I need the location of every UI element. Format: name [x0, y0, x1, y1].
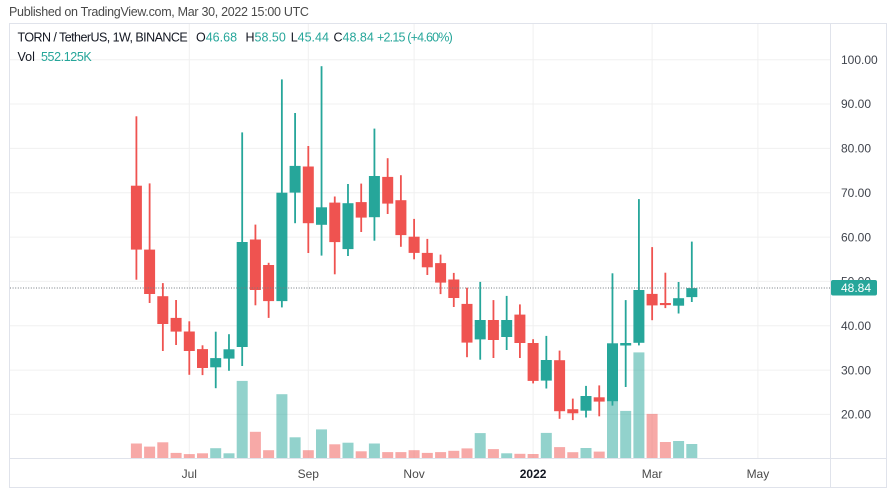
svg-text:48.84: 48.84	[841, 281, 871, 295]
svg-text:Published on TradingView.com,: Published on TradingView.com, Mar 30, 20…	[9, 5, 309, 19]
svg-text:70.00: 70.00	[841, 186, 871, 200]
svg-text:H58.50: H58.50	[246, 31, 286, 45]
svg-text:Mar: Mar	[642, 467, 663, 481]
svg-text:C48.84: C48.84	[334, 31, 374, 45]
svg-text:Vol: Vol	[18, 50, 35, 64]
svg-text:+2.15 (+4.60%): +2.15 (+4.60%)	[377, 31, 453, 45]
svg-text:80.00: 80.00	[841, 142, 871, 156]
svg-text:Nov: Nov	[403, 467, 424, 481]
svg-text:2022: 2022	[520, 467, 547, 481]
svg-text:40.00: 40.00	[841, 319, 871, 333]
svg-text:20.00: 20.00	[841, 408, 871, 422]
svg-text:L45.44: L45.44	[291, 31, 329, 45]
svg-text:30.00: 30.00	[841, 363, 871, 377]
svg-text:May: May	[747, 467, 770, 481]
svg-text:Sep: Sep	[298, 467, 320, 481]
svg-text:Jul: Jul	[182, 467, 197, 481]
svg-text:100.00: 100.00	[841, 53, 878, 67]
svg-text:552.125K: 552.125K	[41, 50, 92, 64]
svg-text:60.00: 60.00	[841, 230, 871, 244]
svg-text:O46.68: O46.68	[196, 31, 237, 45]
svg-text:90.00: 90.00	[841, 97, 871, 111]
svg-text:TORN / TetherUS, 1W, BINANCE: TORN / TetherUS, 1W, BINANCE	[18, 31, 188, 45]
